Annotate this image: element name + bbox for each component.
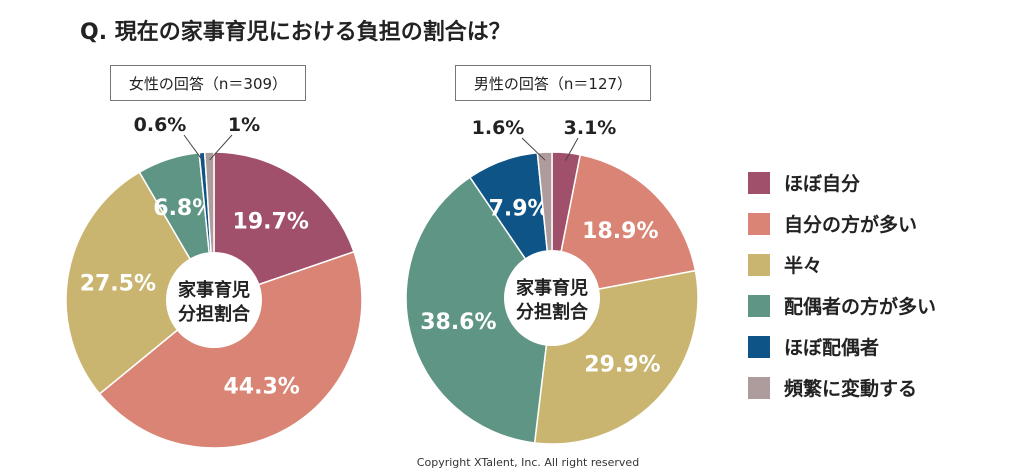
leader-line xyxy=(183,134,203,161)
data-label: 1% xyxy=(228,114,260,136)
slice-1 xyxy=(213,151,355,302)
male-pie-title: 男性の回答（n＝127） xyxy=(455,65,651,101)
legend-item: ほぼ自分 xyxy=(748,162,936,203)
legend-label: 配偶者の方が多い xyxy=(784,296,937,318)
slice-3 xyxy=(65,171,215,395)
leader-line xyxy=(564,137,579,161)
legend-item: 自分の方が多い xyxy=(748,203,936,244)
data-label: 1.6% xyxy=(472,117,525,139)
leader-line xyxy=(209,134,233,161)
data-label: 29.9% xyxy=(584,353,660,378)
legend-label: ほぼ自分 xyxy=(784,173,861,195)
legend-label: 半々 xyxy=(784,255,823,277)
legend: ほぼ自分 自分の方が多い 半々 配偶者の方が多い ほぼ配偶者 頻繁に変動する xyxy=(748,162,936,408)
legend-swatch xyxy=(748,294,770,317)
legend-swatch xyxy=(748,212,770,235)
legend-label: ほぼ配偶者 xyxy=(784,337,880,359)
data-label: 44.3% xyxy=(223,374,299,399)
slice-4 xyxy=(405,176,553,444)
donut-hole xyxy=(504,250,600,346)
legend-label: 自分の方が多い xyxy=(784,214,918,236)
center-label: 家事育児 xyxy=(178,279,250,301)
legend-swatch xyxy=(748,376,770,399)
data-label: 19.7% xyxy=(233,209,309,234)
data-label: 38.6% xyxy=(420,310,496,335)
chart-title: Q. 現在の家事育児における負担の割合は？ xyxy=(80,20,511,45)
leader-line xyxy=(521,137,546,161)
legend-label: 頻繁に変動する xyxy=(784,378,918,400)
copyright: Copyright XTalent, Inc. All right reserv… xyxy=(416,456,640,469)
legend-item: 配偶者の方が多い xyxy=(748,285,936,326)
data-label: 27.5% xyxy=(80,272,156,297)
center-label: 分担割合 xyxy=(178,303,251,325)
slice-2 xyxy=(98,250,363,449)
data-label: 18.9% xyxy=(582,219,658,244)
legend-swatch xyxy=(748,253,770,276)
legend-swatch xyxy=(748,335,770,358)
data-label: 3.1% xyxy=(564,117,617,139)
donut-hole xyxy=(166,252,262,348)
slice-2 xyxy=(551,153,697,299)
legend-item: 半々 xyxy=(748,244,936,285)
data-label: 0.6% xyxy=(134,114,187,136)
center-label: 家事育児 xyxy=(516,277,588,299)
legend-item: ほぼ配偶者 xyxy=(748,326,936,367)
center-label: 分担割合 xyxy=(516,301,589,323)
female-pie-title: 女性の回答（n＝309） xyxy=(110,65,306,101)
data-label: 7.9% xyxy=(489,196,550,221)
legend-swatch xyxy=(748,171,770,194)
legend-item: 頻繁に変動する xyxy=(748,367,936,408)
